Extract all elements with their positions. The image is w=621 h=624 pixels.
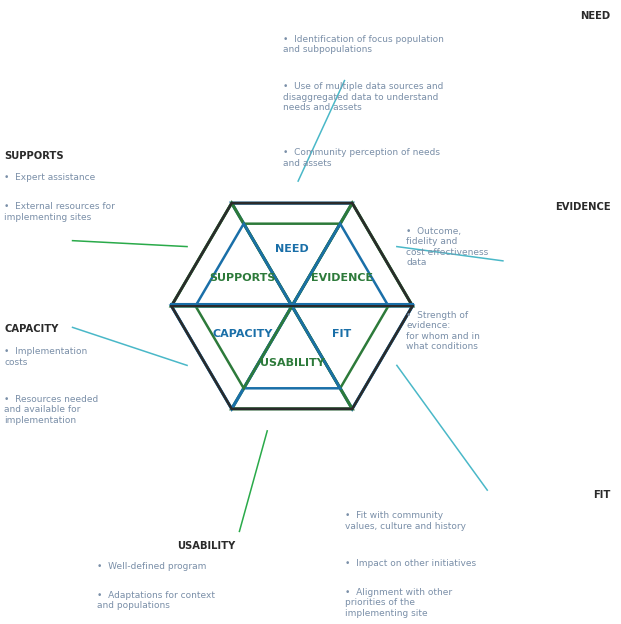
- Polygon shape: [171, 306, 292, 409]
- Text: •  Alignment with other
priorities of the
implementing site: • Alignment with other priorities of the…: [345, 588, 451, 618]
- Text: SUPPORTS: SUPPORTS: [4, 150, 64, 160]
- Text: •  Expert assistance: • Expert assistance: [4, 173, 96, 182]
- Text: USABILITY: USABILITY: [260, 358, 324, 368]
- Text: NEED: NEED: [275, 245, 309, 255]
- Text: •  External resources for
implementing sites: • External resources for implementing si…: [4, 202, 116, 222]
- Text: CAPACITY: CAPACITY: [4, 324, 59, 334]
- Text: •  Adaptations for context
and populations: • Adaptations for context and population…: [97, 591, 215, 610]
- Text: •  Impact on other initiatives: • Impact on other initiatives: [345, 559, 476, 568]
- Text: •  Outcome,
fidelity and
cost effectiveness
data: • Outcome, fidelity and cost effectivene…: [406, 227, 489, 267]
- Text: EVIDENCE: EVIDENCE: [310, 273, 373, 283]
- Text: NEED: NEED: [580, 11, 610, 21]
- Text: SUPPORTS: SUPPORTS: [209, 273, 275, 283]
- Polygon shape: [171, 203, 292, 306]
- Text: •  Use of multiple data sources and
disaggregated data to understand
needs and a: • Use of multiple data sources and disag…: [283, 82, 443, 112]
- Polygon shape: [292, 306, 412, 409]
- Text: •  Resources needed
and available for
implementation: • Resources needed and available for imp…: [4, 395, 99, 425]
- Text: EVIDENCE: EVIDENCE: [555, 202, 610, 212]
- Text: •  Community perception of needs
and assets: • Community perception of needs and asse…: [283, 149, 440, 168]
- Text: •  Implementation
costs: • Implementation costs: [4, 348, 88, 367]
- Text: FIT: FIT: [332, 329, 351, 339]
- Polygon shape: [292, 203, 412, 306]
- Text: •  Well-defined program: • Well-defined program: [97, 562, 207, 571]
- Text: USABILITY: USABILITY: [178, 540, 236, 550]
- Text: •  Strength of
evidence:
for whom and in
what conditions: • Strength of evidence: for whom and in …: [406, 311, 480, 351]
- Polygon shape: [232, 306, 352, 409]
- Polygon shape: [232, 203, 352, 306]
- Text: •  Identification of focus population
and subpopulations: • Identification of focus population and…: [283, 35, 443, 54]
- Text: FIT: FIT: [593, 490, 610, 500]
- Text: CAPACITY: CAPACITY: [212, 329, 273, 339]
- Text: •  Fit with community
values, culture and history: • Fit with community values, culture and…: [345, 511, 466, 530]
